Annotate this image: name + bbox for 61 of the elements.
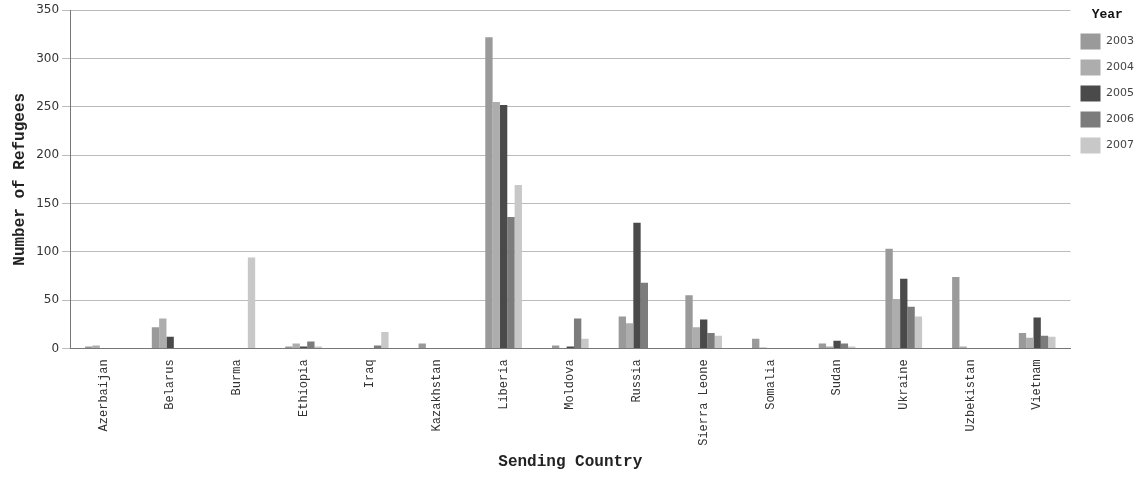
bar [581,338,589,348]
bar [514,185,522,348]
legend-label: 2005 [1106,86,1135,100]
legend-label: 2004 [1106,60,1135,74]
bar [1033,317,1041,348]
bar [952,276,960,348]
x-tick-label: Ukraine [896,359,911,410]
bar [752,338,760,348]
x-tick-label: Iraq [363,359,378,389]
y-tick-label: 350 [36,2,60,17]
y-tick-label: 100 [36,243,60,258]
x-tick-label: Sierra Leone [696,359,711,446]
x-tick-label: Uzbekistan [963,359,978,432]
bar [900,278,908,348]
y-tick-label: 150 [36,195,60,210]
y-tick-label: 0 [51,340,60,355]
x-tick-label: Somalia [763,359,778,410]
x-tick-label: Liberia [496,359,511,410]
y-tick-label: 50 [43,292,60,307]
legend-label: 2007 [1106,138,1135,152]
bar [499,104,508,348]
bar [833,340,841,348]
bar [1048,336,1056,348]
y-axis-title: Number of Refugees [10,92,29,266]
x-tick-label: Ethiopia [296,359,311,417]
y-tick-label: 200 [36,147,60,162]
bar [92,345,100,348]
bar [166,336,174,348]
bar [885,248,893,348]
bar [633,222,641,348]
x-tick-label: Kazakhstan [430,359,445,432]
bar [492,101,500,348]
bar [692,327,701,348]
x-tick-label: Azerbaijan [96,359,111,432]
bar [625,323,634,348]
x-tick-label: Belarus [163,359,178,410]
x-axis-title: Sending Country [498,453,643,472]
x-tick-label: Russia [630,359,645,403]
bar [247,257,256,348]
bar [892,299,901,348]
bar [618,316,626,348]
y-tick-label: 250 [36,98,60,113]
bar [1026,337,1034,348]
y-tick-label: 300 [36,50,60,65]
bar [381,331,389,348]
bar [700,319,708,348]
bar [485,37,493,348]
bar [551,345,560,348]
x-tick-label: Burma [230,359,245,396]
x-tick-label: Moldova [563,359,578,410]
legend-label: 2003 [1106,34,1135,48]
x-tick-label: Vietnam [1030,359,1045,410]
legend-label: 2006 [1106,112,1135,126]
bar [914,316,923,348]
bar [1018,332,1027,348]
bar [685,295,693,348]
bar [159,318,167,348]
x-tick-label: Sudan [830,359,845,396]
legend-title: Year [1091,6,1123,22]
bar [151,327,160,348]
bar [714,335,723,348]
